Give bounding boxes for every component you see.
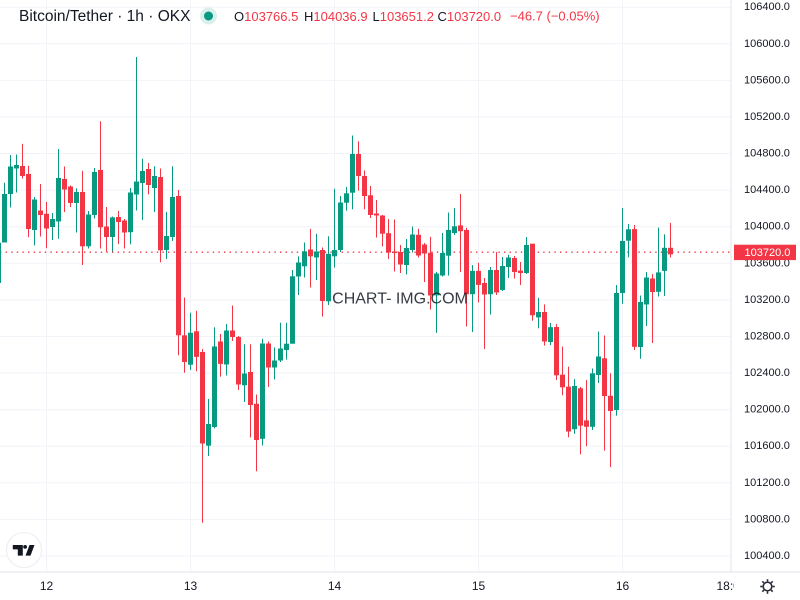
svg-text:105200.0: 105200.0	[744, 111, 790, 123]
svg-text:102000.0: 102000.0	[744, 404, 790, 416]
svg-text:O103766.5: O103766.5	[234, 9, 298, 24]
svg-text:105600.0: 105600.0	[744, 74, 790, 86]
svg-text:H104036.9: H104036.9	[304, 9, 368, 24]
svg-text:104800.0: 104800.0	[744, 148, 790, 160]
svg-text:104400.0: 104400.0	[744, 184, 790, 196]
svg-text:103200.0: 103200.0	[744, 294, 790, 306]
svg-text:101600.0: 101600.0	[744, 440, 790, 452]
svg-text:14: 14	[328, 579, 342, 593]
svg-text:CHART- IMG.COM: CHART- IMG.COM	[332, 291, 468, 308]
svg-text:L103651.2: L103651.2	[373, 9, 434, 24]
svg-text:103600.0: 103600.0	[744, 257, 790, 269]
svg-text:C103720.0: C103720.0	[438, 9, 502, 24]
svg-text:102800.0: 102800.0	[744, 331, 790, 343]
svg-text:−46.7 (−0.05%): −46.7 (−0.05%)	[510, 9, 600, 24]
svg-text:18:00: 18:00	[717, 579, 747, 593]
svg-text:103720.0: 103720.0	[745, 247, 791, 259]
svg-text:101200.0: 101200.0	[744, 477, 790, 489]
svg-text:106400.0: 106400.0	[744, 1, 790, 13]
svg-text:100400.0: 100400.0	[744, 550, 790, 562]
svg-text:102400.0: 102400.0	[744, 367, 790, 379]
svg-text:104000.0: 104000.0	[744, 221, 790, 233]
svg-text:15: 15	[472, 579, 486, 593]
svg-text:12: 12	[40, 579, 54, 593]
svg-text:Bitcoin/Tether · 1h · OKX: Bitcoin/Tether · 1h · OKX	[19, 8, 191, 25]
svg-text:106000.0: 106000.0	[744, 38, 790, 50]
svg-text:16: 16	[616, 579, 630, 593]
svg-text:13: 13	[184, 579, 198, 593]
svg-text:100800.0: 100800.0	[744, 513, 790, 525]
